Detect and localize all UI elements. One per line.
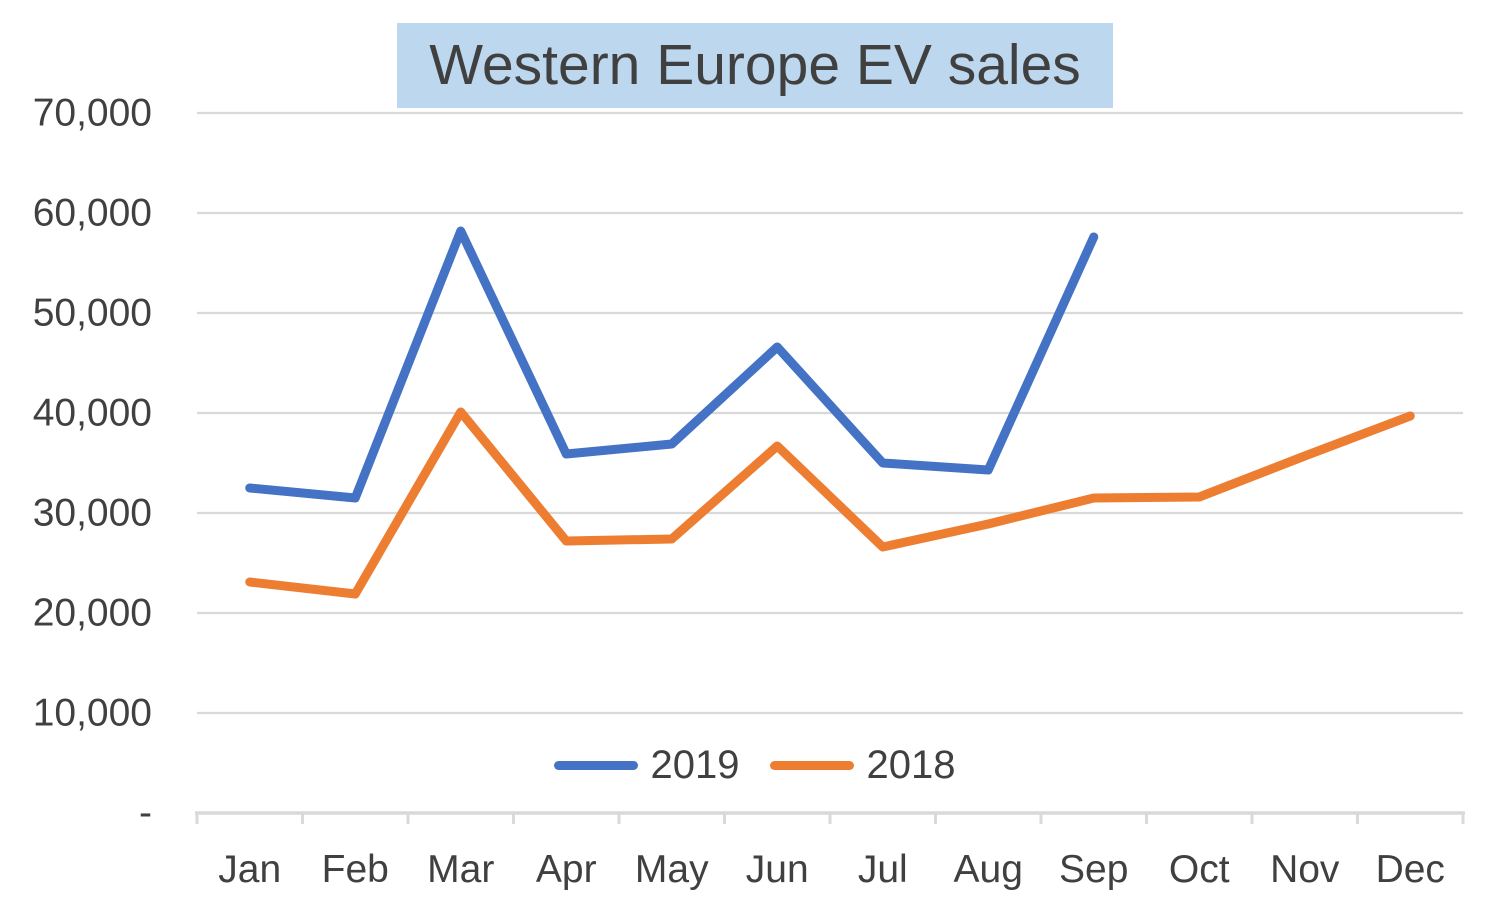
x-axis-label: Jun [746, 848, 809, 891]
legend-label-2018: 2018 [866, 743, 956, 787]
legend-label-2019: 2019 [650, 743, 740, 787]
x-axis-label: May [635, 848, 709, 891]
legend: 2019 2018 [0, 742, 1509, 788]
x-axis-label: Jan [218, 848, 281, 891]
x-axis-label: Dec [1376, 848, 1445, 891]
legend-line-swatch-2018 [769, 760, 854, 770]
y-axis-label: 60,000 [33, 192, 152, 235]
legend-line-swatch-2019 [553, 760, 638, 770]
y-axis-label: 10,000 [33, 692, 152, 735]
x-axis-label: Nov [1270, 848, 1340, 891]
series-line-2018 [245, 407, 1415, 599]
x-axis-label: Aug [954, 848, 1023, 891]
y-axis-label: 30,000 [33, 492, 152, 535]
legend-entry-2018: 2018 [769, 742, 956, 788]
chart-title: Western Europe EV sales [397, 23, 1113, 108]
series-line-2019 [245, 226, 1099, 503]
y-axis-label: 50,000 [33, 292, 152, 335]
x-axis-label: Apr [536, 848, 597, 891]
legend-entry-2019: 2019 [553, 742, 740, 788]
x-axis-label: Feb [322, 848, 389, 891]
y-axis-label: 40,000 [33, 392, 152, 435]
y-axis-label: - [139, 792, 152, 835]
y-axis-label: 70,000 [33, 92, 152, 135]
x-axis-label: Jul [858, 848, 908, 891]
x-axis-label: Sep [1059, 848, 1128, 891]
x-axis-label: Mar [427, 848, 494, 891]
x-axis-label: Oct [1169, 848, 1230, 891]
y-axis-label: 20,000 [33, 592, 152, 635]
